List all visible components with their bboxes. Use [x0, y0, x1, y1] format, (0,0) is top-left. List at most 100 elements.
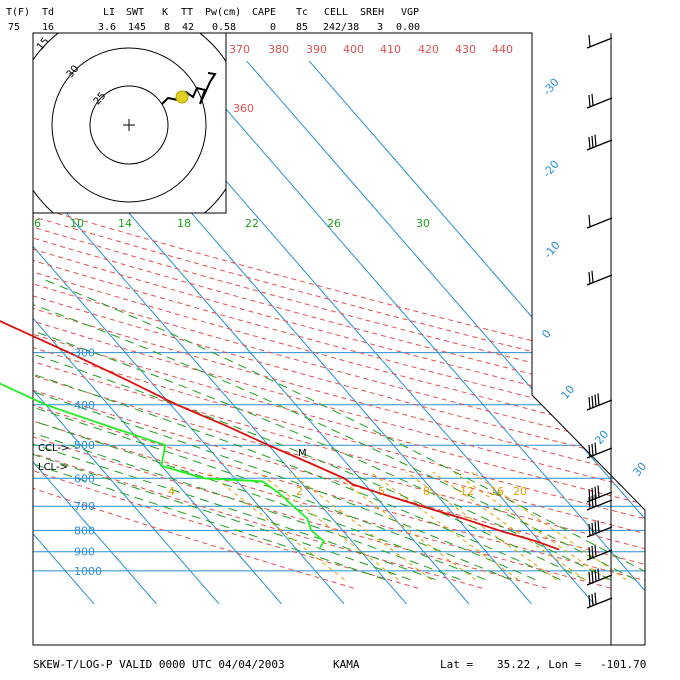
wind-barb-flag — [594, 134, 597, 147]
dry-adiabat-line — [33, 112, 645, 589]
wind-barb-flag — [594, 486, 597, 499]
wind-barb-flag — [594, 494, 597, 507]
moist-adiabat-line — [33, 278, 411, 581]
dry-adiabat-line — [33, 112, 419, 589]
wind-barb-flag — [594, 521, 597, 534]
wind-barb — [586, 494, 613, 511]
pressure-tick-label: 600 — [74, 472, 95, 485]
dry-adiabat-label: 380 — [268, 43, 289, 56]
moist-adiabat-line — [33, 278, 386, 581]
wind-barb-staff — [586, 97, 613, 109]
dry-adiabat-line — [33, 112, 611, 589]
mixing-ratio-line — [370, 471, 519, 581]
pressure-tick-label: 900 — [74, 546, 95, 559]
pressure-tick-label: 500 — [74, 439, 95, 452]
wind-barb-staff — [586, 217, 613, 229]
wind-barb-flag — [588, 214, 591, 228]
wind-barb-flag — [588, 271, 591, 285]
isotherm-label: -10 — [541, 239, 563, 261]
wind-barb — [586, 544, 613, 561]
wind-barb-flag — [591, 495, 594, 508]
wind-barb-staff — [586, 37, 613, 49]
mixing-ratio-line — [406, 471, 558, 581]
wind-barb-flag — [594, 394, 597, 407]
isotherm-label: -30 — [540, 76, 562, 98]
wind-barb-flag — [591, 487, 594, 500]
wind-barb — [586, 520, 613, 538]
header-label: CAPE — [252, 7, 276, 18]
dry-adiabat-line — [33, 112, 645, 589]
wind-barb-flag — [588, 444, 591, 458]
wind-barb — [586, 134, 613, 151]
header-indices: T(F) Td LI SWT K TT Pw(cm) CAPE Tc CELL … — [6, 7, 420, 33]
isotherm-label: 0 — [539, 327, 553, 341]
mixing-ratio-label: 2 — [296, 485, 303, 498]
wind-barb — [586, 485, 613, 503]
wind-barb-flag — [591, 443, 594, 456]
header-value: 85 — [296, 22, 308, 33]
wind-barb — [586, 393, 613, 411]
wind-barb — [586, 270, 613, 286]
dry-adiabat-line — [33, 112, 645, 589]
isotherm-line — [33, 60, 220, 605]
mixing-ratio-label: 8 — [423, 485, 430, 498]
pressure-tick-label: 800 — [74, 524, 95, 537]
isotherm-line — [33, 60, 282, 605]
wind-barb-flag — [594, 442, 597, 455]
dry-adiabat-label: 430 — [455, 43, 476, 56]
header-label: SWT — [126, 7, 144, 18]
header-value: 42 — [182, 22, 194, 33]
mixing-ratio-line — [432, 471, 586, 581]
moist-adiabat-line — [43, 278, 645, 581]
wind-barb-flag — [588, 488, 591, 502]
wind-barb-flag — [591, 93, 594, 106]
dry-adiabat-label: 370 — [229, 43, 250, 56]
mixing-ratio-label: 5 — [378, 485, 385, 498]
isotherm-line — [33, 60, 157, 605]
wind-barb-flag — [591, 593, 594, 606]
dry-adiabat-line — [33, 112, 645, 589]
isotherm-label: 10 — [558, 383, 577, 402]
isotherm-label: -20 — [540, 158, 562, 180]
wind-barb — [586, 34, 613, 49]
isotherm-line — [246, 60, 645, 605]
wind-barb — [586, 442, 613, 459]
footer-lat-label: Lat = — [440, 658, 473, 671]
dry-adiabat-label: 360 — [233, 102, 254, 115]
wind-barb-flag — [588, 523, 591, 537]
mixing-ratio-label: 20 — [513, 485, 527, 498]
pressure-tick-label: 1000 — [74, 565, 102, 578]
storm-motion-marker — [175, 90, 189, 104]
wind-barb-flag — [591, 270, 594, 283]
footer-title: SKEW-T/LOG-P VALID 0000 UTC 04/04/2003 — [33, 658, 285, 671]
dry-adiabat-label: 420 — [418, 43, 439, 56]
isotherm-line — [33, 60, 407, 605]
header-label: T(F) — [6, 7, 30, 18]
moist-adiabat-line — [33, 278, 511, 581]
wind-barb — [586, 592, 613, 609]
wind-barb-flag — [594, 569, 597, 582]
wind-barb-flag — [594, 544, 597, 557]
moist-adiabat-line — [33, 278, 436, 581]
hodograph: 15 30 25 — [32, 32, 227, 214]
moist-adiabat-line — [33, 278, 536, 581]
sounding-traces — [0, 320, 560, 551]
header-label: SREH — [360, 7, 384, 18]
wind-barb-flag — [588, 594, 591, 608]
header-label: K — [162, 7, 168, 18]
wind-barb-flag — [591, 522, 594, 535]
header-label: TT — [181, 7, 193, 18]
header-label: Pw(cm) — [205, 7, 241, 18]
mixing-ratio-line — [470, 471, 627, 581]
isotherm-line — [183, 60, 645, 605]
moist-adiabat-line — [33, 278, 586, 581]
moist-adiabat-line — [33, 278, 636, 581]
mixing-ratio-line — [207, 471, 345, 581]
footer-lon-value: -101.70 — [600, 658, 646, 671]
pressure-tick-label: 400 — [74, 399, 95, 412]
isotherm-label: 30 — [630, 460, 649, 479]
moist-adiabat-label: 30 — [416, 217, 430, 230]
pressure-tick-label: 700 — [74, 500, 95, 513]
footer-station: KAMA — [333, 658, 360, 671]
